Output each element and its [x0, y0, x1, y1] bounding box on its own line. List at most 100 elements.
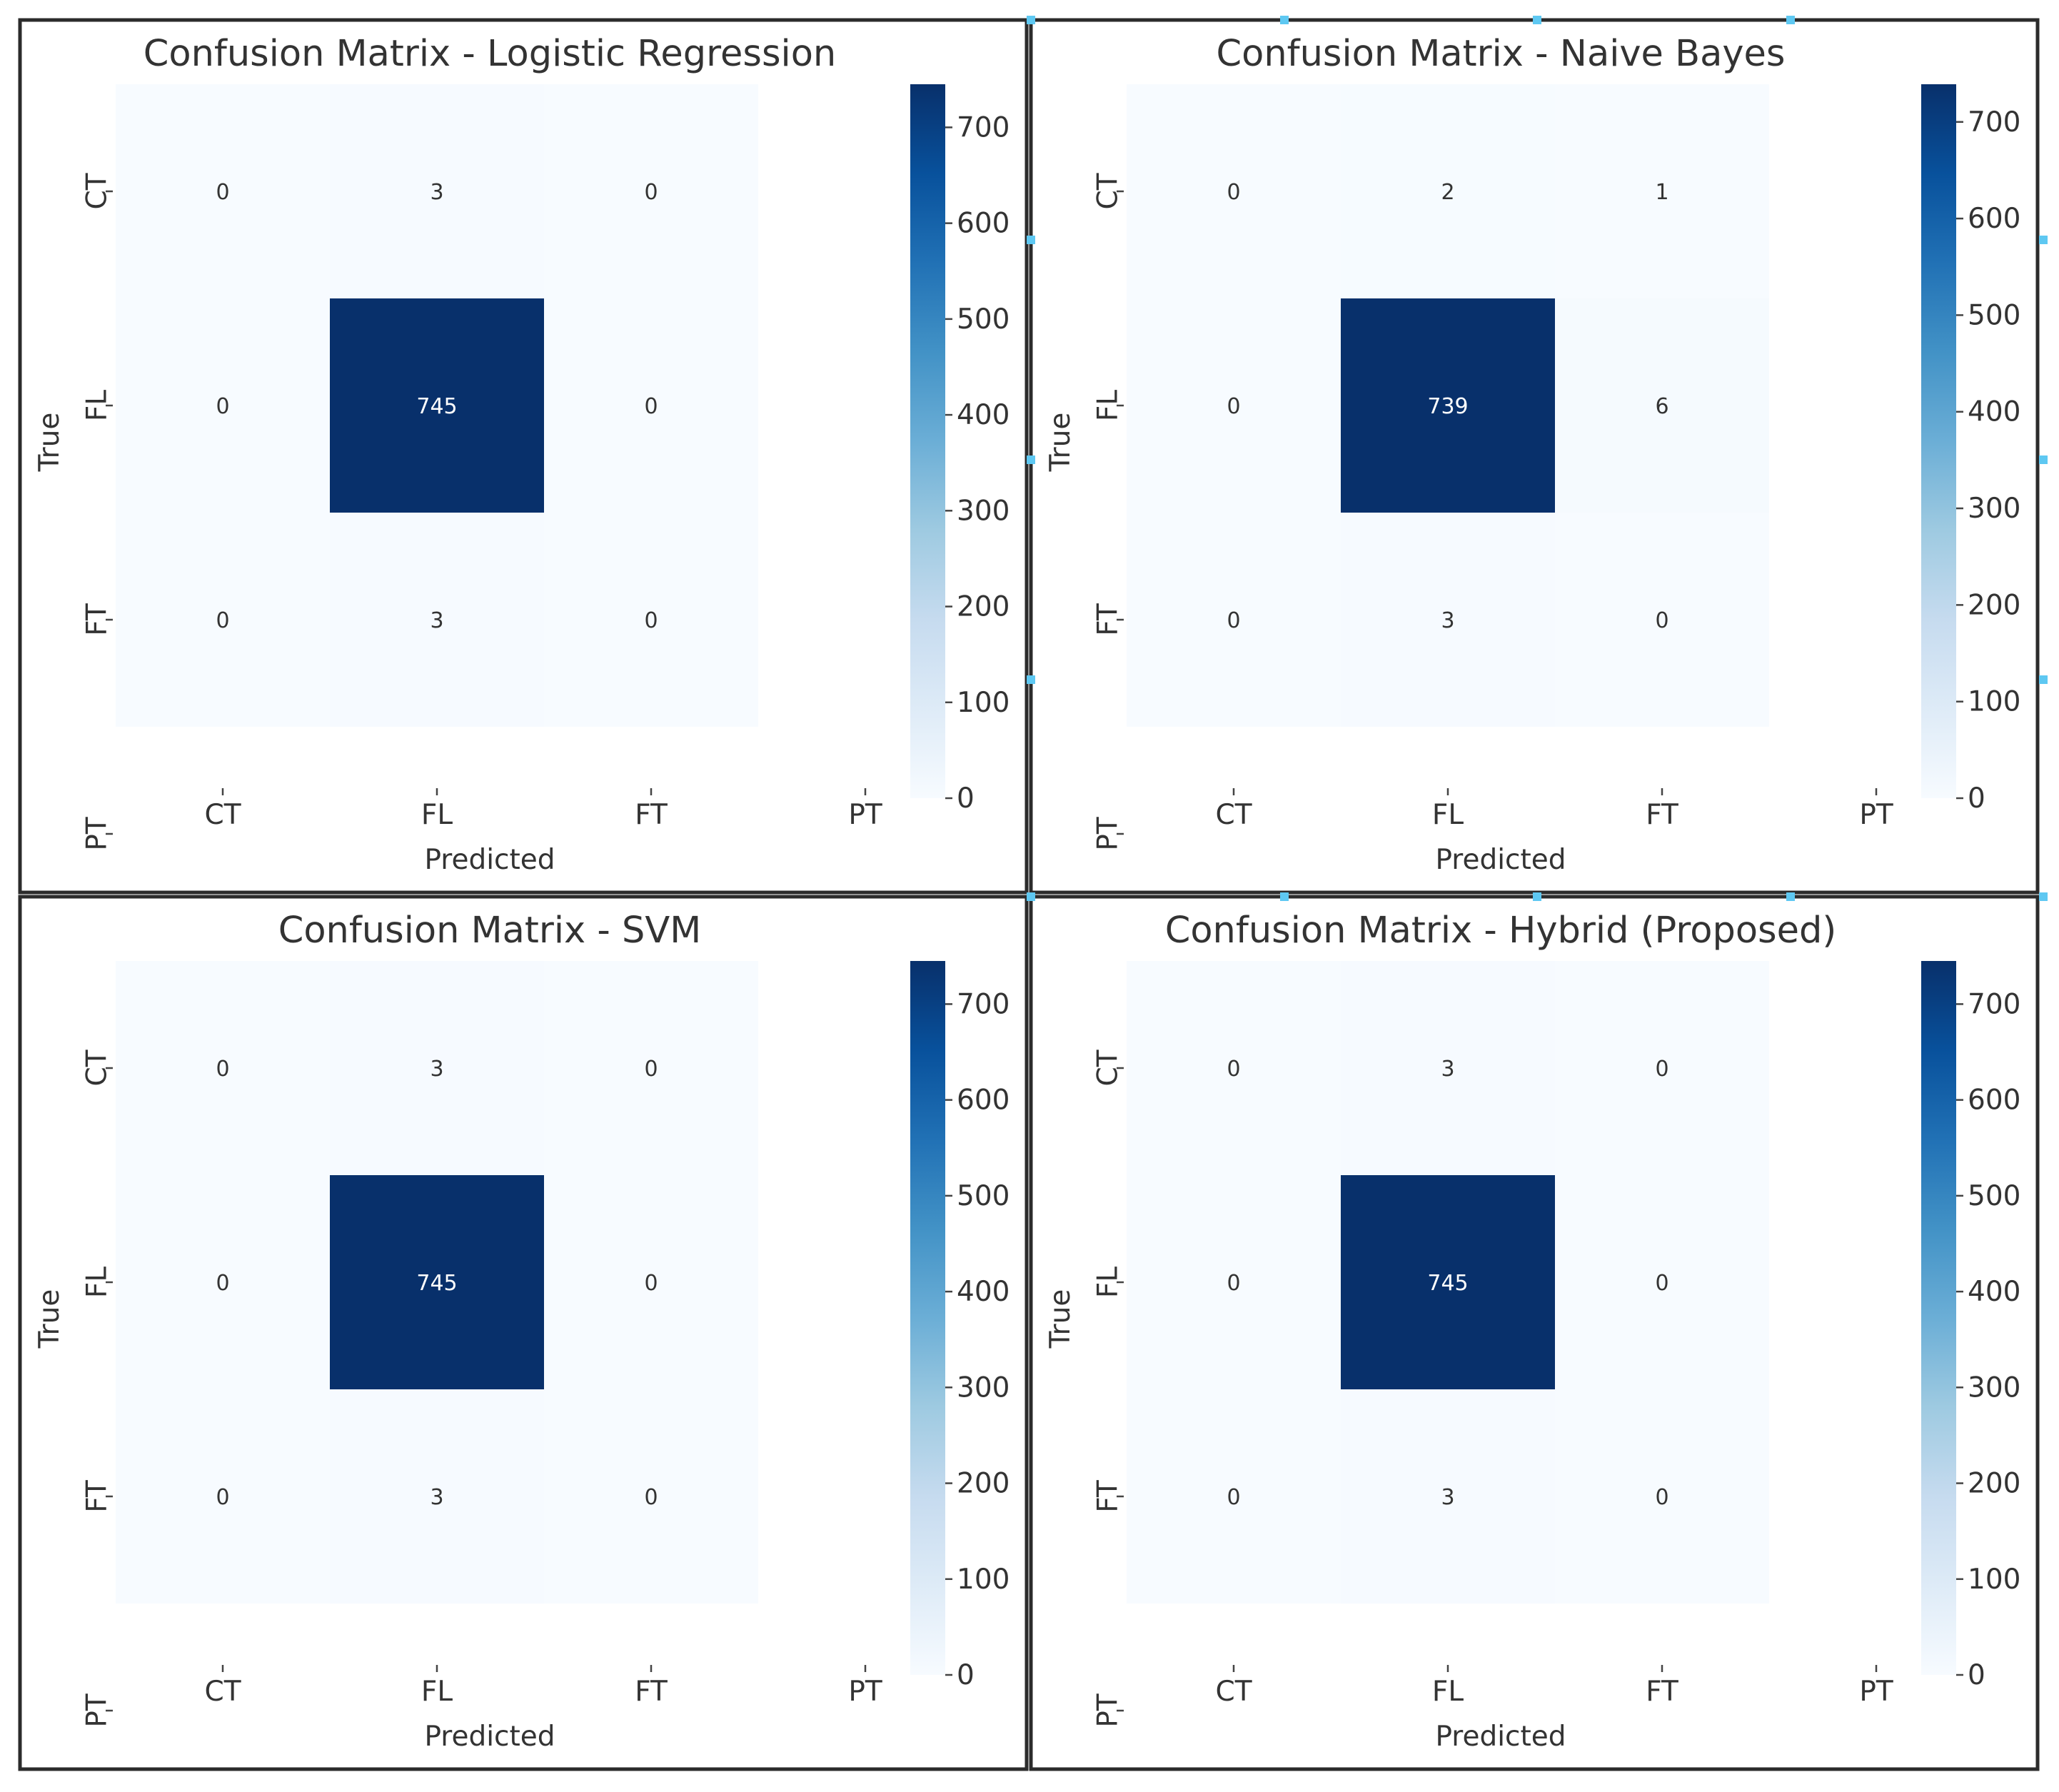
cell-value-label: 3	[1441, 1057, 1454, 1082]
colorbar-tick-label: 700	[1968, 988, 2020, 1020]
x-tick-label-pt: PT	[848, 799, 882, 831]
cell-value-label: 0	[1227, 1057, 1240, 1082]
cell-value-label: 0	[216, 1485, 229, 1510]
heatmap-cell	[1555, 1389, 1769, 1604]
cell-value-label: 0	[1227, 180, 1240, 205]
y-tick-label-pt: PT	[81, 817, 114, 851]
panel-svm: Confusion Matrix - SVM 0 3 00 745 00 3 0 CTFLF…	[18, 895, 1029, 1771]
cell-value-label: 0	[216, 1057, 229, 1082]
colorbar-tick-label: 400	[1968, 396, 2020, 428]
y-tick-label-ct: CT	[81, 1049, 114, 1086]
heatmap-cell	[1341, 961, 1555, 1175]
colorbar-tick-label: 200	[1968, 589, 2020, 621]
x-tick-label-pt: PT	[848, 1676, 882, 1708]
heatmap-cell	[330, 1175, 544, 1389]
cell-value-label: 745	[1427, 1271, 1468, 1296]
colorbar	[910, 961, 945, 1675]
heatmap-cell	[330, 513, 544, 727]
colorbar-tick-label: 200	[1968, 1468, 2020, 1500]
cell-value-label: 0	[1655, 608, 1668, 633]
x-tick-label-fl: FL	[421, 1676, 453, 1708]
selection-handles[interactable]	[1027, 16, 2048, 901]
colorbar	[1921, 961, 1956, 1675]
cell-value-label: 6	[1655, 394, 1668, 419]
heatmap-cell	[116, 1175, 330, 1389]
colorbar-tick-label: 500	[1968, 1180, 2020, 1212]
cell-value-label: 0	[644, 1271, 658, 1296]
colorbar-tick-label: 100	[1968, 1564, 2020, 1596]
heatmap-cell	[116, 961, 330, 1175]
y-axis-ticks: CT FL FT PT	[1092, 1049, 1124, 1727]
colorbar-tick-label: 0	[1968, 1659, 1985, 1691]
colorbar	[1921, 84, 1956, 798]
selection-handle[interactable]	[1027, 236, 1035, 244]
y-tick-label-pt: PT	[1092, 817, 1124, 851]
cell-value-label: 0	[1227, 1485, 1240, 1510]
selection-handle[interactable]	[2039, 236, 2048, 244]
heatmap-cell	[1555, 1175, 1769, 1389]
panel-border	[18, 895, 1029, 1771]
panel-naive-bayes: Confusion Matrix - Naive Bayes 0 2 10 739 60…	[1029, 18, 2040, 895]
y-tick-label-ft: FT	[1092, 603, 1124, 636]
selection-handle[interactable]	[2039, 892, 2048, 901]
chart-title: Confusion Matrix - Logistic Regression	[144, 33, 837, 75]
y-tick-label-fl: FL	[81, 1267, 114, 1298]
x-axis-label: Predicted	[424, 1721, 555, 1753]
selection-handle[interactable]	[1533, 16, 1541, 24]
x-axis-label: Predicted	[424, 844, 555, 876]
colorbar-tick-label: 200	[957, 591, 1010, 623]
selection-handle[interactable]	[2039, 455, 2048, 464]
selection-handle[interactable]	[1786, 892, 1795, 901]
colorbar-tick-label: 500	[957, 1180, 1010, 1212]
heatmap-cell	[1555, 84, 1769, 298]
selection-handle[interactable]	[1027, 675, 1035, 684]
heatmap-cell	[544, 961, 758, 1175]
colorbar-tick-label: 100	[957, 1564, 1010, 1596]
heatmap-cell	[1555, 298, 1769, 513]
heatmap-cell	[116, 513, 330, 727]
colorbar-tick-label: 600	[1968, 203, 2020, 235]
y-axis-ticks: CT FL FT PT	[81, 1049, 114, 1727]
heatmap-cell	[116, 84, 330, 298]
colorbar-tick-label: 0	[957, 782, 975, 815]
colorbar-tick-label: 200	[957, 1468, 1010, 1500]
cell-value-label: 0	[1655, 1485, 1668, 1510]
x-tick-label-pt: PT	[1859, 1676, 1893, 1708]
y-tick-label-ct: CT	[81, 173, 114, 209]
selection-handle[interactable]	[1280, 892, 1289, 901]
colorbar-tick-label: 100	[957, 687, 1010, 719]
heatmap-cells: 0 3 0 0 745 0 0 3 0	[1127, 961, 1769, 1604]
cell-value-label: 0	[644, 180, 658, 205]
y-tick-label-ct: CT	[1092, 1049, 1124, 1086]
heatmap-cell	[1127, 1175, 1341, 1389]
heatmap-cells: 0 3 0 0 745 0 0 3 0	[116, 961, 758, 1604]
heatmap-cell	[330, 961, 544, 1175]
selection-handle[interactable]	[1786, 16, 1795, 24]
heatmap-cell	[1127, 513, 1341, 727]
y-tick-label-pt: PT	[81, 1693, 114, 1728]
cell-value-label: 739	[1427, 394, 1468, 419]
y-tick-label-ft: FT	[81, 603, 114, 636]
cell-value-label: 745	[416, 1271, 457, 1296]
x-axis-ticks: CT FL FT PT	[204, 788, 882, 831]
x-tick-label-ct: CT	[204, 799, 241, 831]
heatmap-cell	[1341, 298, 1555, 513]
colorbar-ticks: 0 100 200 300 400 500 600 700	[1956, 988, 2020, 1691]
colorbar-tick-label: 0	[957, 1659, 975, 1691]
selection-handle[interactable]	[1027, 16, 1035, 24]
selection-handle[interactable]	[1027, 455, 1035, 464]
colorbar-tick-label: 600	[957, 1084, 1010, 1117]
colorbar-tick-label: 700	[957, 988, 1010, 1020]
selection-handle[interactable]	[1280, 16, 1289, 24]
colorbar-tick-label: 300	[957, 1371, 1010, 1404]
heatmap-cell	[330, 84, 544, 298]
heatmap-cell	[116, 298, 330, 513]
y-tick-label-fl: FL	[1092, 390, 1124, 421]
selection-handle[interactable]	[1027, 892, 1035, 901]
selection-handle[interactable]	[1533, 892, 1541, 901]
y-tick-label-ft: FT	[81, 1480, 114, 1513]
selection-handle[interactable]	[2039, 675, 2048, 684]
x-axis-ticks: CT FL FT PT	[1215, 1665, 1893, 1708]
